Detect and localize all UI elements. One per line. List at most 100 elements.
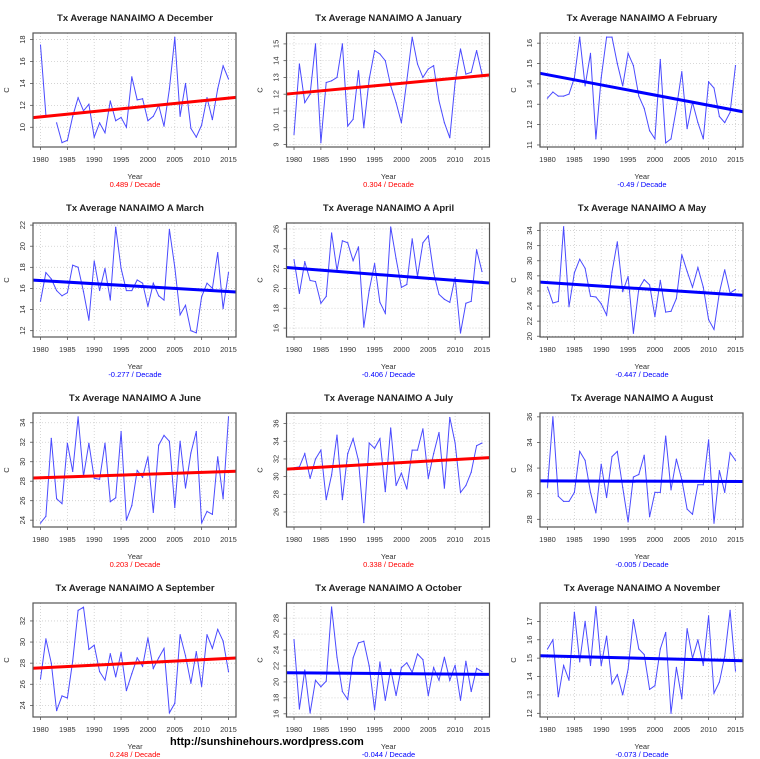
data-point (109, 653, 111, 655)
data-point (665, 631, 667, 634)
y-tick-label: 22 (525, 317, 534, 325)
data-point (465, 484, 467, 487)
y-tick-label: 34 (272, 437, 281, 445)
data-point (120, 116, 122, 119)
y-tick-label: 32 (18, 617, 27, 625)
trend-per-decade-label: 0.203 / Decade (110, 560, 161, 569)
data-point (686, 270, 688, 272)
data-point (734, 670, 737, 672)
data-point (400, 286, 403, 289)
x-tick-label: 2015 (727, 725, 744, 734)
data-point (72, 660, 74, 662)
data-point (347, 125, 349, 127)
y-tick-label: 22 (272, 662, 281, 670)
data-point (724, 491, 726, 494)
data-point (104, 442, 106, 444)
data-point (546, 97, 549, 99)
data-point (66, 442, 68, 444)
data-point (416, 653, 419, 655)
chart-title: Tx Average NANAIMO A September (55, 583, 214, 594)
x-tick-label: 1995 (366, 345, 383, 354)
data-point (406, 283, 408, 286)
x-tick-label: 1985 (566, 725, 583, 734)
y-axis-label: C (509, 467, 518, 473)
x-tick-label: 1990 (86, 535, 103, 544)
data-point (314, 679, 317, 681)
x-tick-label: 1980 (539, 535, 556, 544)
data-point (427, 68, 429, 70)
x-tick-label: 1985 (566, 155, 583, 164)
data-point (206, 282, 208, 284)
data-point (589, 491, 592, 494)
y-tick-label: 11 (525, 141, 534, 149)
data-point (325, 680, 327, 682)
y-tick-label: 16 (272, 710, 281, 718)
data-point (702, 138, 704, 140)
data-point (152, 115, 154, 117)
trend-per-decade-label: 0.489 / Decade (110, 180, 161, 189)
data-point (211, 118, 213, 121)
y-tick-label: 32 (272, 455, 281, 463)
trend-per-decade-label: -0.447 / Decade (615, 370, 668, 379)
data-point (390, 226, 392, 228)
y-tick-label: 26 (272, 508, 281, 516)
data-point (627, 276, 629, 278)
data-point (643, 279, 645, 281)
data-point (222, 498, 224, 500)
data-point (670, 489, 672, 491)
data-point (168, 712, 171, 714)
data-point (373, 263, 376, 265)
data-point (45, 515, 47, 517)
trend-line (286, 73, 490, 96)
data-point (395, 694, 397, 697)
data-point (72, 470, 74, 473)
data-point (56, 289, 58, 292)
data-series-line (293, 417, 483, 523)
x-tick-label: 1990 (86, 155, 103, 164)
data-point (93, 260, 95, 262)
x-tick-label: 1995 (113, 725, 130, 734)
data-point (718, 115, 720, 118)
data-point (563, 95, 565, 97)
data-series-line (547, 606, 736, 714)
y-axis-label: C (256, 467, 265, 473)
data-point (579, 450, 581, 453)
x-tick-label: 1990 (86, 345, 103, 354)
data-point (648, 130, 651, 132)
data-point (670, 138, 672, 140)
data-point (131, 76, 133, 78)
data-point (298, 292, 300, 294)
x-tick-label: 2005 (420, 725, 437, 734)
data-point (573, 77, 575, 79)
data-point (341, 690, 343, 693)
chart-panel: Tx Average NANAIMO A February 1980 1985 199… (509, 13, 744, 189)
y-tick-label: 18 (18, 35, 27, 43)
data-point (93, 477, 95, 479)
data-point (459, 491, 462, 494)
data-point (174, 266, 176, 268)
x-tick-label: 2000 (140, 155, 157, 164)
data-point (422, 659, 424, 661)
data-point (77, 97, 79, 99)
x-tick-label: 2010 (193, 725, 210, 734)
x-tick-label: 1985 (59, 725, 76, 734)
data-point (341, 499, 343, 501)
x-tick-label: 1980 (286, 535, 303, 544)
data-point (56, 710, 58, 712)
data-point (184, 487, 187, 489)
data-point (638, 648, 640, 650)
data-point (179, 115, 181, 117)
data-point (600, 463, 602, 465)
chart-panel: Tx Average NANAIMO A March 1980 1985 1990 19… (2, 203, 237, 379)
data-point (390, 427, 392, 429)
x-tick-label: 2005 (166, 725, 183, 734)
data-point (347, 453, 349, 455)
data-point (158, 444, 160, 446)
data-point (331, 474, 333, 476)
chart-title: Tx Average NANAIMO A November (564, 583, 721, 594)
y-tick-label: 10 (272, 124, 281, 132)
data-point (546, 286, 549, 288)
x-tick-label: 1985 (313, 535, 330, 544)
data-point (125, 126, 128, 128)
